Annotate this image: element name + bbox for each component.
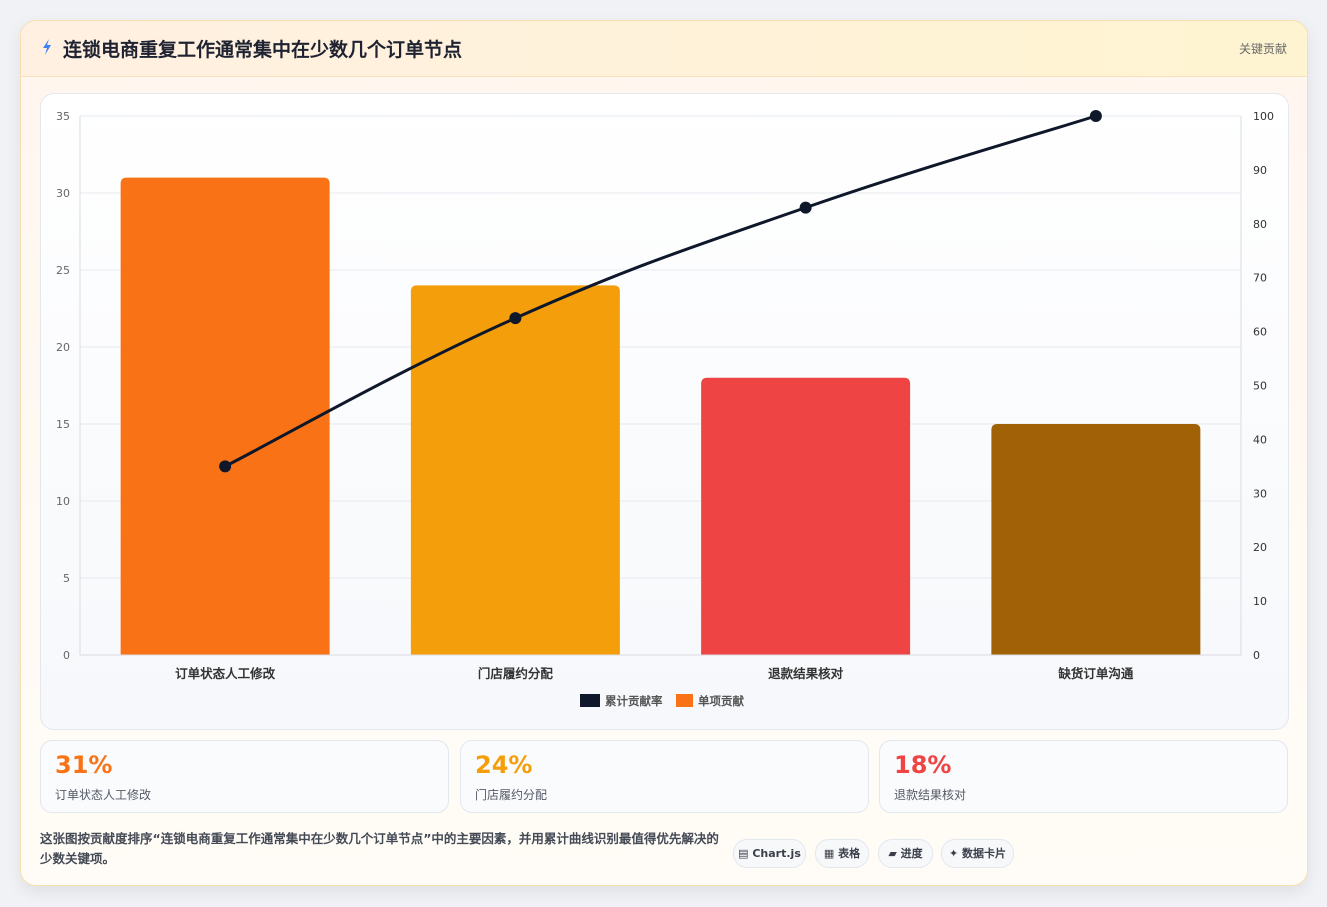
legend-label: 累计贡献率: [605, 694, 663, 708]
sparkle-icon: ✦: [948, 847, 959, 860]
legend-swatch: [580, 694, 600, 707]
bar: [701, 377, 911, 655]
cumulative-line: [224, 114, 1097, 468]
header-tag: 关键贡献: [1238, 42, 1287, 56]
pill-chartjs[interactable]: ▤ Chart.js: [733, 839, 806, 868]
line-point: [799, 201, 812, 214]
y-left-tick-label: 15: [56, 418, 70, 431]
y-left-tick-label: 25: [56, 264, 70, 277]
pill-label: 表格: [838, 847, 861, 860]
bar: [991, 424, 1201, 655]
chart-description: 这张图按贡献度排序“连锁电商重复工作通常集中在少数几个订单节点”中的主要因素，并…: [40, 831, 719, 866]
stat-card-1: 31% 订单状态人工修改: [40, 740, 449, 813]
y-right-tick-label: 20: [1253, 541, 1267, 554]
y-left-tick-label: 35: [56, 110, 70, 123]
stat-value: 31%: [55, 751, 113, 779]
y-left-tick-label: 10: [56, 495, 70, 508]
table-icon: ▦: [823, 847, 835, 860]
y-right-tick-label: 60: [1253, 326, 1267, 339]
pill-data-card[interactable]: ✦ 数据卡片: [941, 839, 1014, 868]
y-left-tick-label: 0: [63, 649, 70, 662]
stat-value: 24%: [475, 751, 533, 779]
y-left-tick-label: 30: [56, 187, 70, 200]
y-right-tick-label: 80: [1253, 218, 1267, 231]
stat-label: 订单状态人工修改: [55, 788, 152, 802]
y-right-tick-label: 0: [1253, 649, 1260, 662]
legend-label: 单项贡献: [698, 694, 744, 708]
stat-label: 门店履约分配: [475, 788, 548, 802]
chart-card: 连锁电商重复工作通常集中在少数几个订单节点 关键贡献 0 5 10 15 20 25 30 3…: [20, 20, 1308, 886]
stat-card-2: 24% 门店履约分配: [460, 740, 869, 813]
y-right-tick-label: 10: [1253, 595, 1267, 608]
line-point: [509, 312, 522, 325]
y-right-tick-label: 100: [1253, 110, 1274, 123]
pill-progress[interactable]: ▰ 进度: [878, 839, 933, 868]
x-tick-label: 退款结果核对: [768, 666, 844, 681]
y-right-tick-label: 90: [1253, 164, 1267, 177]
chart-icon: ▤: [738, 847, 749, 860]
line-point: [219, 460, 232, 473]
page-title: 连锁电商重复工作通常集中在少数几个订单节点: [63, 39, 463, 61]
lightning-icon: [43, 39, 51, 55]
pill-label: Chart.js: [752, 847, 801, 860]
pill-label: 数据卡片: [962, 847, 1007, 860]
stat-value: 18%: [894, 751, 952, 779]
chart-container: 0 5 10 15 20 25 30 35 0 10 20 30 40 50 60 70 80 90 100 订单状态…: [40, 93, 1289, 730]
progress-icon: ▰: [888, 847, 897, 860]
x-tick-label: 订单状态人工修改: [175, 666, 276, 681]
line-point: [1089, 110, 1102, 122]
bar: [120, 177, 330, 655]
y-left-tick-label: 20: [56, 341, 70, 354]
bar: [410, 285, 620, 655]
y-left-tick-label: 5: [63, 572, 70, 585]
card-header: 连锁电商重复工作通常集中在少数几个订单节点 关键贡献: [21, 21, 1307, 77]
pill-table[interactable]: ▦ 表格: [815, 839, 869, 868]
y-right-tick-label: 30: [1253, 487, 1267, 500]
stat-card-3: 18% 退款结果核对: [879, 740, 1288, 813]
y-right-tick-label: 40: [1253, 433, 1267, 446]
stat-label: 退款结果核对: [894, 788, 967, 802]
pareto-chart: 0 5 10 15 20 25 30 35 0 10 20 30 40 50 60 70 80 90 100 订单状态…: [56, 110, 1274, 708]
x-tick-label: 门店履约分配: [478, 666, 554, 681]
legend-swatch: [676, 694, 693, 707]
y-right-tick-label: 50: [1253, 380, 1267, 393]
x-tick-label: 缺货订单沟通: [1058, 666, 1134, 681]
pill-label: 进度: [900, 847, 923, 860]
y-right-tick-label: 70: [1253, 272, 1267, 285]
